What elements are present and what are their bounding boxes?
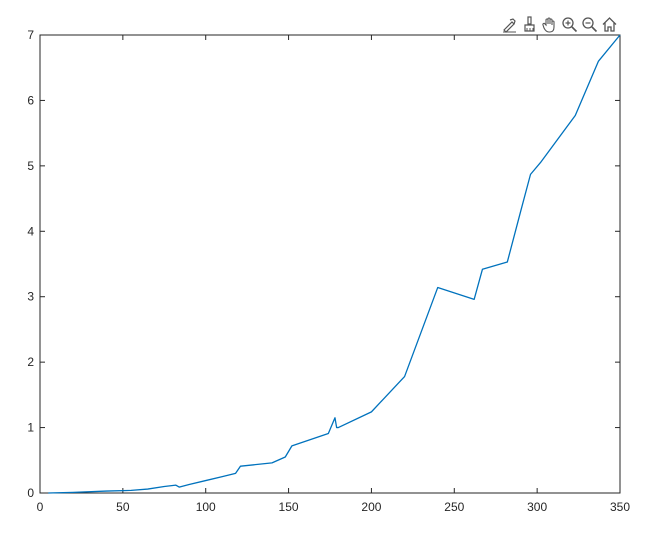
x-tick-label: 150 [279, 500, 299, 514]
brush-icon[interactable] [520, 14, 539, 34]
y-tick-label: 1 [27, 421, 34, 435]
series-line [48, 34, 621, 494]
y-tick-label: 2 [27, 355, 34, 369]
y-tick-label: 5 [27, 159, 34, 173]
y-tick-label: 3 [27, 290, 34, 304]
y-tick-label: 7 [27, 28, 34, 42]
home-icon[interactable] [600, 14, 619, 34]
figure-toolbar [500, 13, 619, 35]
x-tick-label: 250 [444, 500, 464, 514]
x-tick-label: 50 [116, 500, 130, 514]
pan-hand-icon[interactable] [540, 14, 559, 34]
x-tick-label: 100 [196, 500, 216, 514]
zoom-in-icon[interactable] [560, 14, 579, 34]
x-tick-label: 300 [527, 500, 547, 514]
x-tick-label: 0 [37, 500, 44, 514]
y-tick-label: 4 [27, 224, 34, 238]
y-tick-label: 6 [27, 93, 34, 107]
x-tick-label: 350 [610, 500, 630, 514]
x-tick-label: 200 [361, 500, 381, 514]
data-tips-icon[interactable] [500, 14, 519, 34]
zoom-out-icon[interactable] [580, 14, 599, 34]
axes-box [39, 34, 621, 494]
y-tick-label: 0 [27, 486, 34, 500]
